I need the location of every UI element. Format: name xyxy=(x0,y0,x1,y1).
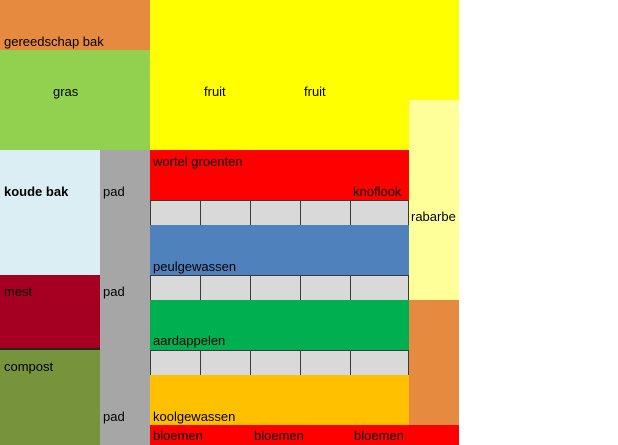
path-tile xyxy=(250,200,301,226)
path-tile xyxy=(200,350,251,376)
bloemen-label-3: bloemen xyxy=(354,428,404,443)
path-tile xyxy=(300,200,351,226)
koude-bak-area xyxy=(0,150,100,275)
path-tile xyxy=(250,275,301,301)
path-tile xyxy=(250,350,301,376)
fruit-label-2: fruit xyxy=(304,84,326,99)
fruit-area xyxy=(150,0,459,150)
koolgewassen-area xyxy=(150,375,409,425)
peulgewassen-area xyxy=(150,225,409,275)
gras-area xyxy=(0,50,150,150)
mest-label: mest xyxy=(4,284,33,299)
pad-label-2: pad xyxy=(103,284,125,299)
path-tile xyxy=(150,275,201,301)
gereedschap-bak-area xyxy=(0,0,150,50)
path-tile xyxy=(350,275,409,301)
bloemen-label-2: bloemen xyxy=(254,428,304,443)
path-tile xyxy=(200,275,251,301)
gras-label: gras xyxy=(53,84,79,99)
aardappelen-area xyxy=(150,300,409,350)
path-tile xyxy=(200,200,251,226)
bloemen-label-1: bloemen xyxy=(153,428,203,443)
mest-area xyxy=(0,275,100,350)
pad-label-3: pad xyxy=(103,409,125,424)
orange-border-area xyxy=(409,300,459,425)
rabarbe-area xyxy=(409,100,459,300)
compost-label: compost xyxy=(4,359,54,374)
compost-area xyxy=(0,350,100,445)
knoflook-label: knoflook xyxy=(353,184,402,199)
path-tile xyxy=(350,200,409,226)
path-tile xyxy=(300,350,351,376)
path-tile xyxy=(350,350,409,376)
aardappelen-label: aardappelen xyxy=(153,333,226,348)
bloemen-area xyxy=(150,425,459,445)
koude-bak-label: koude bak xyxy=(4,184,69,199)
peulgewassen-label: peulgewassen xyxy=(153,259,237,274)
wortel-groenten-label: wortel groenten xyxy=(153,154,243,169)
wortel-groenten-area xyxy=(150,150,409,200)
path-tile xyxy=(150,200,201,226)
gereedschap-bak-label: gereedschap bak xyxy=(4,34,104,49)
koolgewassen-label: koolgewassen xyxy=(153,409,236,424)
pad-label-1: pad xyxy=(103,184,125,199)
fruit-label-1: fruit xyxy=(204,84,226,99)
path-tile xyxy=(150,350,201,376)
pad-area xyxy=(100,150,150,445)
rabarbe-label: rabarbe xyxy=(411,209,456,224)
path-tile xyxy=(300,275,351,301)
